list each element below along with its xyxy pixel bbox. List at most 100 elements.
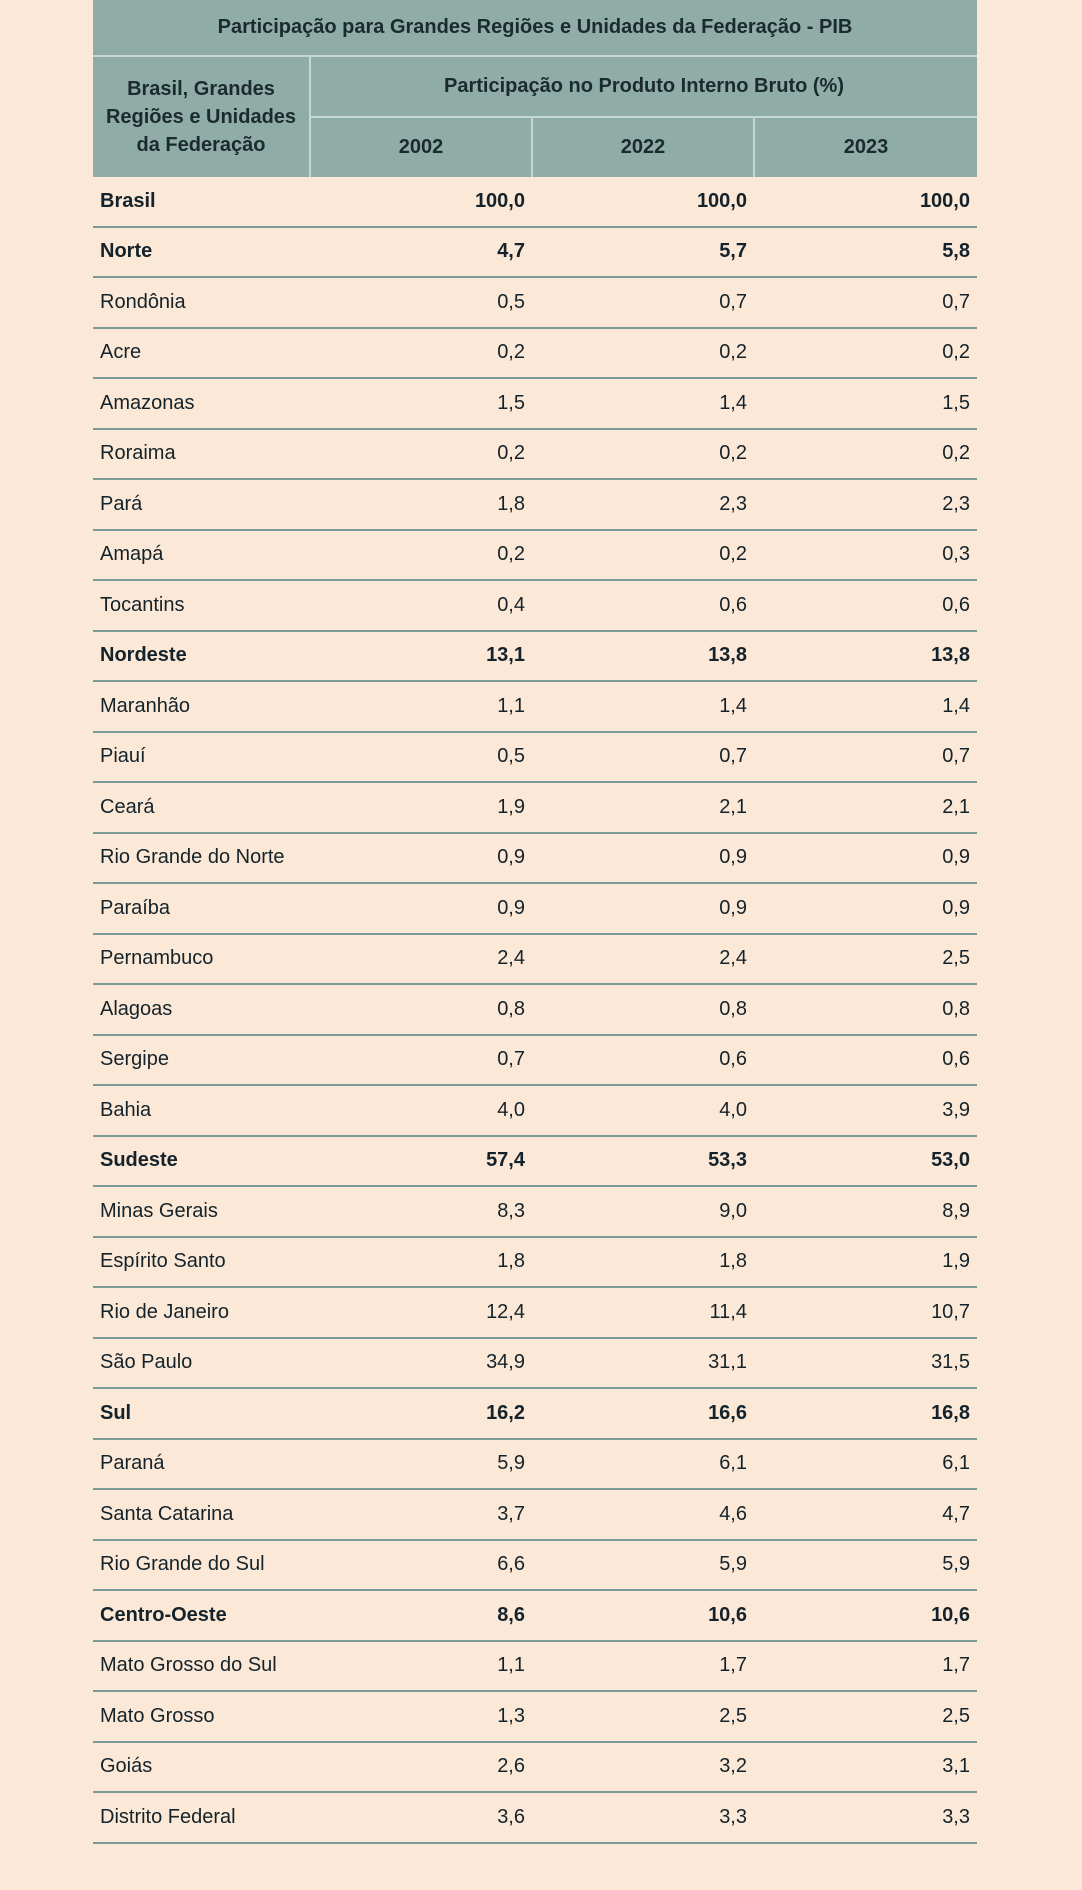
value-2002: 1,8 (310, 479, 532, 531)
value-2023: 0,7 (754, 277, 977, 329)
value-2022: 2,5 (532, 1691, 754, 1743)
value-2023: 1,5 (754, 378, 977, 430)
row-name: Mato Grosso do Sul (93, 1640, 310, 1692)
value-2023: 4,7 (754, 1489, 977, 1541)
value-2023: 0,6 (754, 580, 977, 632)
value-2022: 1,8 (532, 1236, 754, 1288)
value-2023: 2,3 (754, 479, 977, 531)
value-2002: 12,4 (310, 1287, 532, 1339)
gdp-share-table: Participação para Grandes Regiões e Unid… (93, 0, 977, 1844)
value-2023: 3,3 (754, 1792, 977, 1844)
value-2002: 1,3 (310, 1691, 532, 1743)
value-2023: 0,7 (754, 731, 977, 783)
value-2023: 6,1 (754, 1438, 977, 1490)
row-name: Nordeste (93, 630, 310, 682)
row-name: Alagoas (93, 984, 310, 1036)
gdp-share-group-header: Participação no Produto Interno Bruto (%… (310, 56, 977, 118)
state-row: Tocantins 0,4 0,6 0,6 (93, 580, 977, 632)
gdp-share-table-container: Participação para Grandes Regiões e Unid… (93, 0, 977, 1844)
state-row: Acre 0,2 0,2 0,2 (93, 327, 977, 379)
value-2002: 1,1 (310, 681, 532, 733)
value-2002: 16,2 (310, 1388, 532, 1440)
value-2022: 0,7 (532, 277, 754, 329)
value-2023: 0,3 (754, 529, 977, 581)
value-2022: 3,3 (532, 1792, 754, 1844)
row-name: Espírito Santo (93, 1236, 310, 1288)
region-row: Sudeste 57,4 53,3 53,0 (93, 1135, 977, 1187)
row-name: Brasil (93, 177, 310, 228)
region-row: Brasil 100,0 100,0 100,0 (93, 177, 977, 228)
value-2023: 53,0 (754, 1135, 977, 1187)
value-2002: 1,1 (310, 1640, 532, 1692)
value-2022: 31,1 (532, 1337, 754, 1389)
value-2022: 6,1 (532, 1438, 754, 1490)
value-2002: 8,6 (310, 1590, 532, 1642)
state-row: Pernambuco 2,4 2,4 2,5 (93, 933, 977, 985)
state-row: Piauí 0,5 0,7 0,7 (93, 731, 977, 783)
table-header: Participação para Grandes Regiões e Unid… (93, 0, 977, 177)
value-2023: 10,7 (754, 1287, 977, 1339)
value-2002: 0,5 (310, 731, 532, 783)
state-row: Rondônia 0,5 0,7 0,7 (93, 277, 977, 329)
state-row: Rio de Janeiro 12,4 11,4 10,7 (93, 1287, 977, 1339)
row-name: Sudeste (93, 1135, 310, 1187)
row-name: Sergipe (93, 1034, 310, 1086)
value-2023: 2,1 (754, 782, 977, 834)
value-2023: 10,6 (754, 1590, 977, 1642)
state-row: Distrito Federal 3,6 3,3 3,3 (93, 1792, 977, 1844)
value-2002: 100,0 (310, 177, 532, 228)
state-row: Mato Grosso 1,3 2,5 2,5 (93, 1691, 977, 1743)
row-name: Rondônia (93, 277, 310, 329)
row-name: Santa Catarina (93, 1489, 310, 1541)
value-2022: 0,2 (532, 327, 754, 379)
state-row: Mato Grosso do Sul 1,1 1,7 1,7 (93, 1640, 977, 1692)
value-2023: 0,9 (754, 832, 977, 884)
row-name: São Paulo (93, 1337, 310, 1389)
value-2022: 0,9 (532, 832, 754, 884)
value-2002: 1,9 (310, 782, 532, 834)
value-2023: 16,8 (754, 1388, 977, 1440)
value-2002: 4,0 (310, 1085, 532, 1137)
value-2023: 0,2 (754, 428, 977, 480)
row-name: Amazonas (93, 378, 310, 430)
value-2023: 5,9 (754, 1539, 977, 1591)
value-2002: 0,5 (310, 277, 532, 329)
value-2022: 2,1 (532, 782, 754, 834)
value-2022: 0,9 (532, 883, 754, 935)
state-row: Santa Catarina 3,7 4,6 4,7 (93, 1489, 977, 1541)
value-2002: 0,9 (310, 832, 532, 884)
row-name: Tocantins (93, 580, 310, 632)
value-2023: 3,9 (754, 1085, 977, 1137)
value-2023: 8,9 (754, 1186, 977, 1238)
value-2023: 0,8 (754, 984, 977, 1036)
state-row: Amazonas 1,5 1,4 1,5 (93, 378, 977, 430)
region-row: Sul 16,2 16,6 16,8 (93, 1388, 977, 1440)
value-2023: 3,1 (754, 1741, 977, 1793)
value-2023: 2,5 (754, 933, 977, 985)
value-2022: 0,6 (532, 1034, 754, 1086)
value-2022: 2,3 (532, 479, 754, 531)
row-name: Centro-Oeste (93, 1590, 310, 1642)
value-2022: 2,4 (532, 933, 754, 985)
row-name: Roraima (93, 428, 310, 480)
year-header-2023: 2023 (754, 117, 977, 177)
value-2022: 9,0 (532, 1186, 754, 1238)
region-row: Centro-Oeste 8,6 10,6 10,6 (93, 1590, 977, 1642)
value-2002: 0,2 (310, 327, 532, 379)
state-row: Rio Grande do Sul 6,6 5,9 5,9 (93, 1539, 977, 1591)
row-name: Paraíba (93, 883, 310, 935)
state-row: Goiás 2,6 3,2 3,1 (93, 1741, 977, 1793)
value-2002: 0,2 (310, 529, 532, 581)
value-2002: 4,7 (310, 226, 532, 278)
value-2022: 100,0 (532, 177, 754, 228)
value-2002: 1,8 (310, 1236, 532, 1288)
row-name: Bahia (93, 1085, 310, 1137)
row-name: Minas Gerais (93, 1186, 310, 1238)
value-2023: 0,2 (754, 327, 977, 379)
state-row: Espírito Santo 1,8 1,8 1,9 (93, 1236, 977, 1288)
region-row: Norte 4,7 5,7 5,8 (93, 226, 977, 278)
value-2022: 0,7 (532, 731, 754, 783)
value-2023: 0,9 (754, 883, 977, 935)
state-row: Paraná 5,9 6,1 6,1 (93, 1438, 977, 1490)
value-2002: 8,3 (310, 1186, 532, 1238)
